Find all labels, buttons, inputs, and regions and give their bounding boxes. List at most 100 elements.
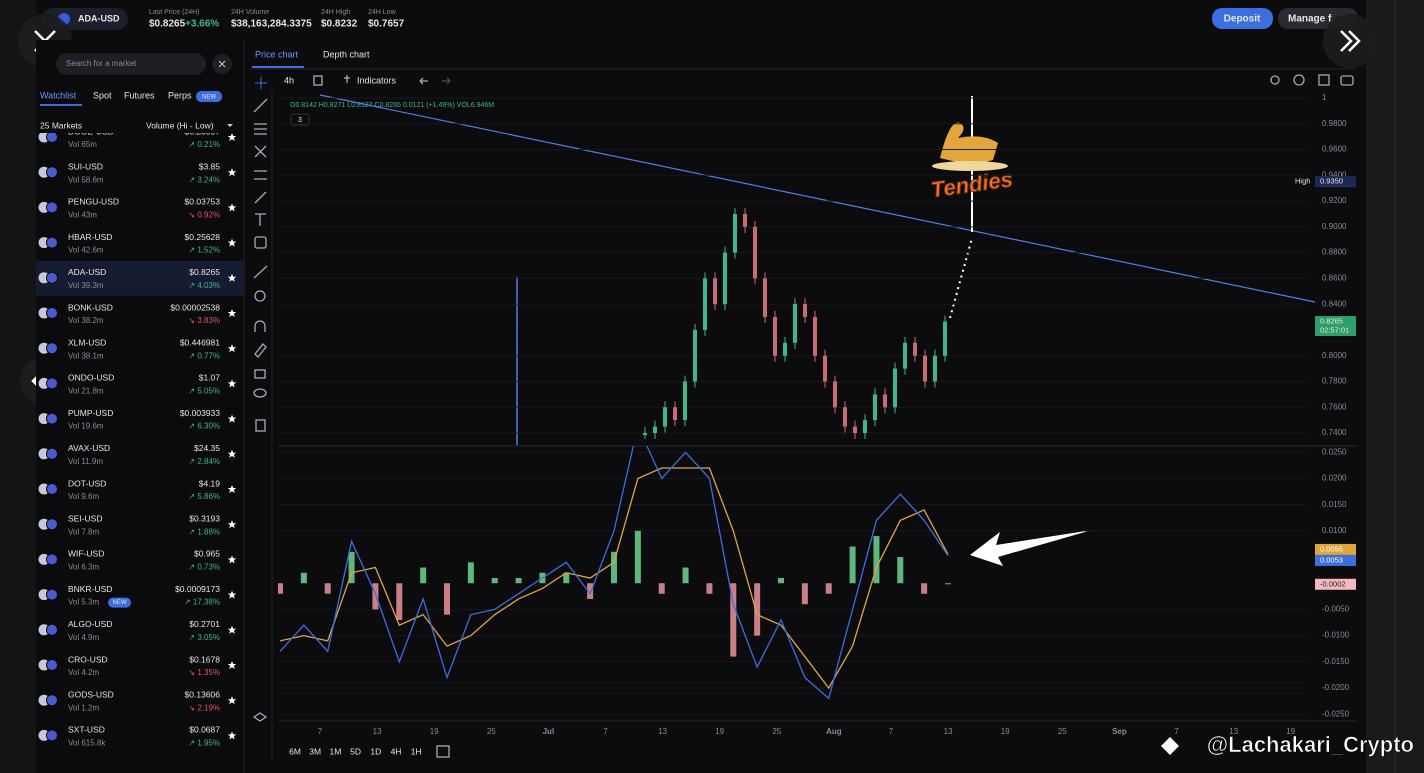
market-name[interactable]: WIF-USD <box>68 549 104 559</box>
tool[interactable] <box>254 343 267 358</box>
tab[interactable]: Depth chart <box>323 49 370 59</box>
x-tick-label: 19 <box>715 727 724 736</box>
market-name[interactable]: XLM-USD <box>68 337 106 347</box>
market-tab[interactable]: Futures <box>124 90 155 100</box>
tool[interactable] <box>253 98 268 113</box>
market-name[interactable]: HBAR-USD <box>68 232 112 242</box>
market-tab[interactable]: Watchlist <box>40 90 77 100</box>
deposit-button[interactable] <box>1212 8 1273 29</box>
tool[interactable] <box>254 145 267 158</box>
timeframe[interactable]: 1H <box>411 746 422 756</box>
market-name[interactable]: PUMP-USD <box>68 408 113 418</box>
histogram-bar <box>611 551 617 584</box>
market-name[interactable]: CRO-USD <box>68 654 108 664</box>
x-tick-label: 7 <box>1174 727 1179 736</box>
timeframe[interactable]: 4H <box>391 746 402 756</box>
market-name[interactable]: ONDO-USD <box>68 373 114 383</box>
value: $38,163,284.3375 <box>231 19 312 30</box>
favorite-star[interactable] <box>227 414 237 423</box>
y-tick-label: -0.0150 <box>1322 657 1350 666</box>
redo[interactable] <box>442 77 451 85</box>
market-name[interactable]: SXT-USD <box>68 725 105 735</box>
favorite-star[interactable] <box>227 133 237 141</box>
market-volume: Vol 9.6m <box>68 492 99 501</box>
tool[interactable] <box>254 191 267 204</box>
market-name[interactable]: DOT-USD <box>68 478 106 488</box>
market-price: $0.03753 <box>185 197 221 207</box>
date-range[interactable] <box>436 745 450 758</box>
tool[interactable] <box>255 213 266 226</box>
tool[interactable] <box>254 123 267 135</box>
market-name[interactable]: GODS-USD <box>68 689 114 699</box>
tab[interactable]: Price chart <box>255 49 299 59</box>
tool[interactable] <box>254 369 266 379</box>
tool[interactable] <box>253 265 268 279</box>
logo-bird <box>940 122 998 163</box>
favorite-star[interactable] <box>227 696 237 705</box>
favorite-star[interactable] <box>227 661 237 669</box>
logo-plate <box>932 161 1008 171</box>
market-name[interactable]: BONK-USD <box>68 302 113 312</box>
legend-collapse[interactable] <box>290 113 310 126</box>
indicators[interactable]: Indicators <box>357 75 397 85</box>
undo[interactable] <box>419 77 428 85</box>
tool[interactable] <box>253 388 267 398</box>
favorite-star[interactable] <box>227 625 237 634</box>
favorite-star[interactable] <box>227 273 237 282</box>
timeframe[interactable]: 3M <box>309 746 321 756</box>
search-box[interactable] <box>56 53 206 75</box>
timeframe[interactable]: 1D <box>370 746 381 756</box>
timeframe[interactable]: 5D <box>350 746 361 756</box>
favorite-star[interactable] <box>227 731 237 740</box>
histogram-bar <box>897 557 904 584</box>
favorite-star[interactable] <box>227 449 237 458</box>
candle <box>863 420 867 434</box>
tool[interactable] <box>254 170 267 180</box>
market-change: ↗ 4.03% <box>188 281 220 290</box>
market-icon <box>46 623 58 636</box>
tool[interactable] <box>254 290 266 302</box>
settings[interactable] <box>1293 74 1305 86</box>
market-tab[interactable]: Perps <box>168 90 192 100</box>
snapshot[interactable] <box>1340 75 1354 86</box>
market-name[interactable]: DOGE-USD <box>68 126 114 136</box>
x-tick-label: 13 <box>658 727 667 736</box>
timeframe[interactable]: 6M <box>289 746 301 756</box>
market-price: $0.0009173 <box>175 584 220 594</box>
favorite-star[interactable] <box>227 590 237 599</box>
fullscreen[interactable] <box>1318 74 1330 86</box>
tool[interactable] <box>254 320 266 332</box>
favorite-star[interactable] <box>227 344 237 353</box>
favorite-star[interactable] <box>227 555 237 564</box>
interval[interactable]: 4h <box>284 75 294 85</box>
tool[interactable] <box>254 236 267 249</box>
favorite-star[interactable] <box>227 168 237 177</box>
histogram-bar <box>921 583 928 594</box>
crosshair[interactable] <box>255 77 267 89</box>
tool[interactable] <box>252 712 268 722</box>
candle-type[interactable] <box>313 75 323 86</box>
search-tool[interactable] <box>1270 75 1280 85</box>
market-icon <box>46 412 58 425</box>
favorite-star[interactable] <box>227 309 237 317</box>
market-price: $0.003933 <box>180 408 220 418</box>
favorite-star[interactable] <box>227 485 237 493</box>
market-name[interactable]: ADA-USD <box>68 267 106 277</box>
market-tab[interactable]: Spot <box>93 90 112 100</box>
candle <box>693 329 697 382</box>
favorite-star[interactable] <box>227 379 237 388</box>
market-name[interactable]: AVAX-USD <box>68 443 110 453</box>
market-name[interactable]: SEI-USD <box>68 513 102 523</box>
timeframe[interactable]: 1M <box>329 746 341 756</box>
tool[interactable] <box>255 419 266 432</box>
favorite-star[interactable] <box>227 203 237 212</box>
candle <box>893 368 897 408</box>
market-name[interactable]: BNKR-USD <box>68 584 112 594</box>
market-volume: Vol 5.3m <box>68 598 99 607</box>
favorite-star[interactable] <box>227 520 237 529</box>
sort[interactable]: Volume (Hi - Low) <box>146 120 214 130</box>
market-name[interactable]: PENGU-USD <box>68 197 119 207</box>
market-name[interactable]: ALGO-USD <box>68 619 112 629</box>
favorite-star[interactable] <box>227 238 237 247</box>
market-name[interactable]: SUI-USD <box>68 161 103 171</box>
